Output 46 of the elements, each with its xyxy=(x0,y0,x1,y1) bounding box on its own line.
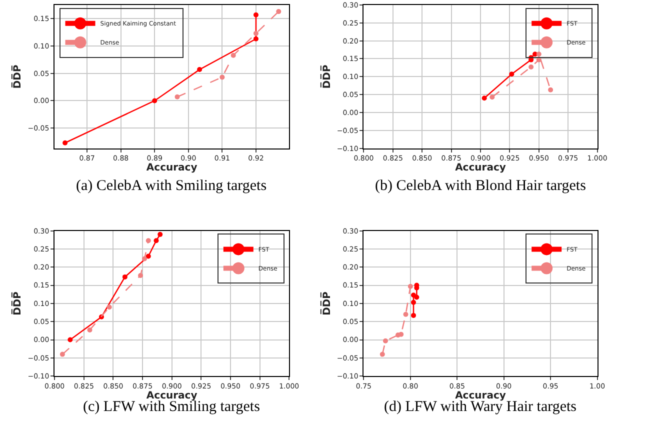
point xyxy=(253,30,258,36)
y-axis-title: D̅D̅P̅ xyxy=(10,64,24,89)
point xyxy=(146,238,151,244)
text: (c) LFW with Smiling targets xyxy=(83,399,260,415)
point xyxy=(276,9,282,14)
text: (b) CelebA with Blond Hair targets xyxy=(375,178,586,194)
point xyxy=(414,294,420,300)
x-axis-title: Accuracy xyxy=(455,390,506,402)
x-axis-title: Accuracy xyxy=(146,390,198,402)
point xyxy=(490,94,495,100)
point xyxy=(142,256,148,262)
x-axis-title: Accuracy xyxy=(455,162,506,174)
point xyxy=(482,96,487,101)
point xyxy=(536,52,542,57)
point xyxy=(158,232,163,237)
point xyxy=(382,338,388,344)
point xyxy=(174,94,180,100)
text: (a) CelebA with Smiling targets xyxy=(76,178,267,194)
y-axis-title: D̅D̅P̅ xyxy=(320,291,333,316)
point xyxy=(152,98,158,104)
point xyxy=(122,274,128,280)
point xyxy=(380,352,385,357)
point xyxy=(154,238,159,244)
point xyxy=(87,327,92,332)
y-axis-title: D̅D̅P̅ xyxy=(320,64,333,89)
point xyxy=(62,140,68,146)
point xyxy=(220,74,225,80)
point xyxy=(411,300,416,305)
point xyxy=(509,72,514,77)
point xyxy=(398,332,404,337)
point xyxy=(230,52,236,58)
point xyxy=(411,312,416,318)
point xyxy=(197,67,202,72)
point xyxy=(253,36,258,42)
point xyxy=(138,272,144,278)
point xyxy=(68,337,73,342)
point xyxy=(146,254,151,259)
x-axis-title: Accuracy xyxy=(146,162,198,174)
y-axis-title: D̅D̅P̅ xyxy=(10,291,24,316)
point xyxy=(253,12,258,18)
point xyxy=(403,312,408,317)
point xyxy=(408,284,413,289)
point xyxy=(548,87,554,92)
point xyxy=(528,64,534,70)
point xyxy=(106,304,112,310)
point xyxy=(60,352,65,357)
